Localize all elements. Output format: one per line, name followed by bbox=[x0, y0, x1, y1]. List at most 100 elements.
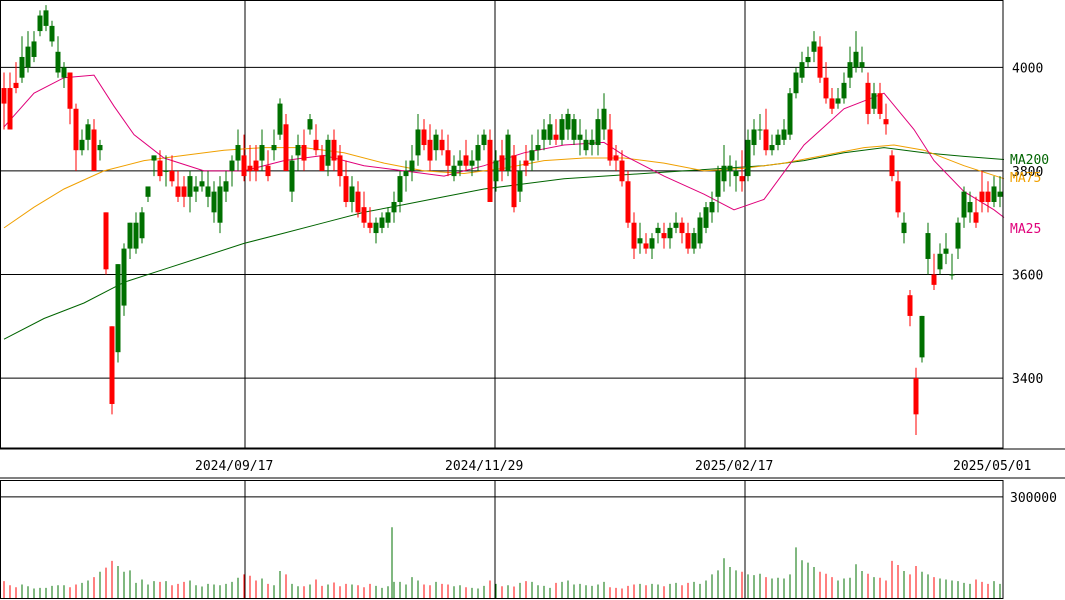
candle-down bbox=[1, 88, 7, 104]
candle-up bbox=[55, 51, 61, 73]
candle-up bbox=[229, 160, 235, 171]
candle-up bbox=[733, 170, 739, 177]
candle-up bbox=[307, 119, 313, 130]
date-tick-label: 2025/02/17 bbox=[695, 459, 773, 474]
candle-up bbox=[721, 165, 727, 182]
candle-up bbox=[163, 170, 169, 172]
candle-down bbox=[253, 160, 259, 171]
candle-up bbox=[31, 41, 37, 57]
candle-up bbox=[235, 145, 241, 161]
candle-up bbox=[655, 227, 661, 234]
candle-up bbox=[691, 233, 697, 249]
volume-axis: 300000 bbox=[1010, 491, 1057, 506]
candle-down bbox=[13, 82, 19, 89]
candle-down bbox=[283, 124, 289, 171]
candle-up bbox=[529, 150, 535, 161]
candle-up bbox=[115, 264, 121, 353]
candle-up bbox=[841, 82, 847, 99]
candle-down bbox=[883, 119, 889, 125]
moving-average-legend: MA200 MA75 MA25 bbox=[1010, 153, 1049, 237]
candle-up bbox=[205, 186, 211, 197]
candle-up bbox=[415, 129, 421, 156]
candle-up bbox=[409, 160, 415, 171]
candle-down bbox=[337, 155, 343, 177]
candle-down bbox=[313, 139, 319, 151]
candle-up bbox=[583, 139, 589, 151]
candle-down bbox=[91, 129, 97, 171]
candle-down bbox=[7, 88, 13, 130]
candle-up bbox=[277, 103, 283, 135]
candle-up bbox=[289, 160, 295, 192]
candle-up bbox=[199, 181, 205, 187]
candle-up bbox=[925, 233, 931, 259]
candle-up bbox=[379, 217, 385, 228]
candle-down bbox=[319, 155, 325, 171]
candle-up bbox=[211, 191, 217, 213]
candle-down bbox=[631, 222, 637, 249]
candle-up bbox=[667, 227, 673, 239]
candle-up bbox=[49, 25, 55, 42]
candle-up bbox=[391, 201, 397, 213]
candle-up bbox=[325, 139, 331, 166]
candle-down bbox=[895, 181, 901, 213]
candle-up bbox=[577, 134, 583, 140]
candle-down bbox=[487, 139, 493, 202]
candle-up bbox=[559, 119, 565, 140]
price-panel-frame bbox=[0, 0, 1004, 449]
candle-up bbox=[505, 134, 511, 171]
candle-down bbox=[829, 98, 835, 109]
price-tick-label: 3600 bbox=[1012, 268, 1043, 283]
candle-down bbox=[643, 243, 649, 249]
candle-down bbox=[463, 155, 469, 166]
candle-up bbox=[571, 119, 577, 140]
candle-down bbox=[973, 212, 979, 223]
candle-down bbox=[523, 160, 529, 166]
candle-down bbox=[979, 191, 985, 202]
candle-up bbox=[901, 222, 907, 234]
candle-down bbox=[73, 108, 79, 151]
candle-down bbox=[331, 139, 337, 161]
candle-down bbox=[301, 145, 307, 161]
candle-down bbox=[931, 274, 937, 285]
candle-down bbox=[181, 186, 187, 197]
ma-line-ma25 bbox=[3, 74, 1005, 218]
candle-down bbox=[511, 155, 517, 208]
price-tick-label: 3400 bbox=[1012, 372, 1043, 387]
candle-up bbox=[709, 201, 715, 213]
candle-up bbox=[703, 207, 709, 228]
candle-up bbox=[349, 186, 355, 202]
candle-up bbox=[589, 139, 595, 146]
candle-up bbox=[943, 248, 949, 254]
candle-up bbox=[193, 186, 199, 192]
candle-up bbox=[517, 170, 523, 192]
candle-down bbox=[985, 191, 991, 202]
candle-up bbox=[787, 93, 793, 135]
candle-up bbox=[61, 67, 67, 78]
candle-up bbox=[997, 191, 1003, 197]
candle-up bbox=[223, 181, 229, 192]
volume-tick-label: 300000 bbox=[1010, 491, 1057, 506]
candle-up bbox=[955, 222, 961, 249]
candle-up bbox=[259, 145, 265, 161]
ma-legend-ma25: MA25 bbox=[1010, 222, 1041, 237]
price-tick-label: 3800 bbox=[1012, 165, 1043, 180]
candle-up bbox=[79, 139, 85, 151]
candle-down bbox=[427, 139, 433, 161]
candle-up bbox=[541, 129, 547, 140]
candle-down bbox=[103, 212, 109, 270]
candle-down bbox=[367, 222, 373, 228]
candle-up bbox=[697, 217, 703, 244]
candle-up bbox=[271, 145, 277, 151]
candle-down bbox=[241, 155, 247, 177]
candle-up bbox=[673, 222, 679, 228]
candle-up bbox=[469, 160, 475, 166]
candle-up bbox=[961, 191, 967, 218]
candlesticks bbox=[1, 5, 1003, 436]
candle-down bbox=[739, 176, 745, 182]
candle-up bbox=[97, 145, 103, 151]
candle-down bbox=[421, 129, 427, 146]
candle-up bbox=[793, 72, 799, 94]
candle-down bbox=[247, 165, 253, 171]
candle-up bbox=[37, 15, 43, 32]
candle-up bbox=[127, 222, 133, 249]
